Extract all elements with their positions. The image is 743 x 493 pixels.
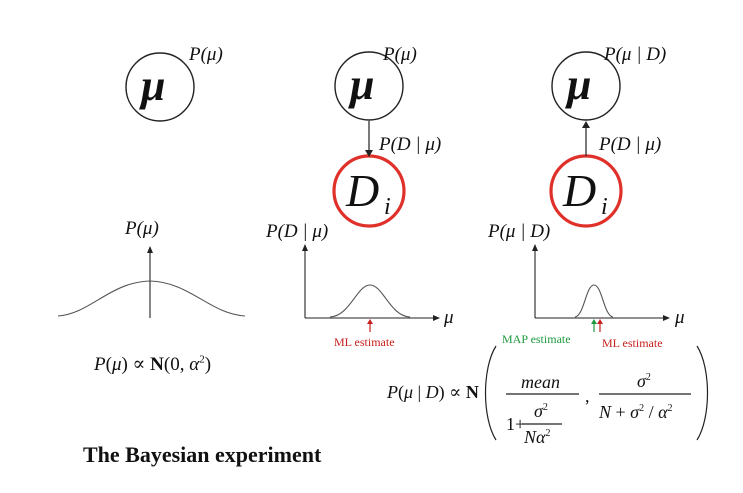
posterior-arrow-label: P(D | μ) [599,134,662,155]
posterior-formula-sigma-sq-inner: σ2 [534,401,548,421]
posterior-formula-strokes [484,345,709,441]
likelihood-x-axis-label: μ [444,307,454,328]
posterior-mu-node-circle [551,51,621,121]
likelihood-arrow-label: P(D | μ) [379,134,442,155]
prior-curve [57,280,246,317]
posterior-plot [532,244,670,332]
posterior-formula-denominator: N + σ2 / α2 [599,402,673,422]
likelihood-curve [329,284,411,318]
likelihood-mu-node-label: μ [350,60,375,109]
posterior-formula-comma: , [585,386,590,406]
posterior-formula-n-alpha-sq: Nα2 [524,427,551,447]
posterior-d-node-label: D [563,165,597,216]
posterior-ml-estimate-label: ML estimate [602,336,663,350]
prior-formula: P(μ) ∝ N(0, α2) [94,353,212,375]
likelihood-plot-title: P(D | μ) [266,221,329,242]
posterior-formula-one-plus: 1+ [506,414,526,434]
posterior-formula-sigma-sq: σ2 [637,371,651,391]
arrow-mu-to-d [365,121,373,157]
map-estimate-label: MAP estimate [502,332,571,346]
likelihood-mu-node-circle [334,51,404,121]
slide-title: The Bayesian experiment [83,442,322,467]
posterior-d-node-subscript: i [601,194,608,220]
likelihood-d-node-label: D [346,165,380,216]
posterior-plot-title: P(μ | D) [488,221,551,242]
posterior-formula-mean: mean [521,372,560,392]
posterior-mu-node-label: μ [567,60,592,109]
prior-node-p-mu-label: P(μ) [189,44,223,65]
prior-mu-node-label: μ [141,61,166,110]
posterior-node-p-mu-given-d-label: P(μ | D) [604,44,667,65]
arrow-d-to-mu [582,121,590,156]
posterior-x-axis-label: μ [675,307,685,328]
likelihood-ml-estimate-label: ML estimate [334,335,395,349]
prior-plot [57,246,246,318]
prior-mu-node-circle [125,52,195,122]
likelihood-d-node-subscript: i [384,194,391,220]
likelihood-node-p-mu-label: P(μ) [383,44,417,65]
posterior-curve [574,284,614,318]
posterior-formula-lhs: P(μ | D) ∝ N [387,382,479,402]
prior-plot-title: P(μ) [125,218,159,239]
likelihood-plot [302,244,440,332]
